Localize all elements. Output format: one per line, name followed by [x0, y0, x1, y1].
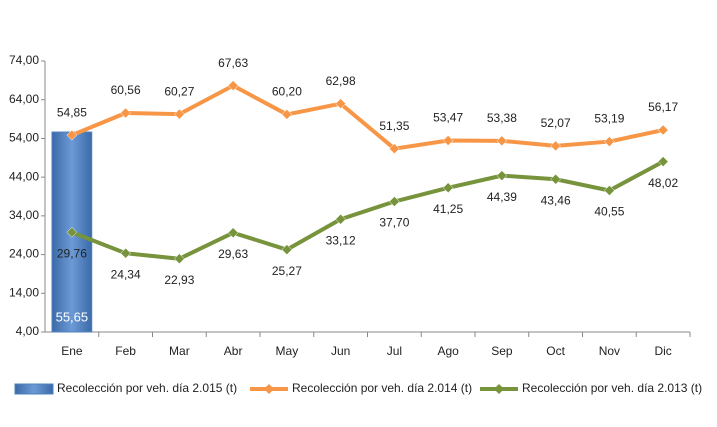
x-tick-label: Nov: [599, 344, 620, 358]
marker: [120, 247, 131, 259]
marker: [281, 244, 293, 256]
marker: [281, 109, 293, 120]
marker: [174, 108, 185, 120]
x-tick-label: Ago: [437, 344, 459, 358]
marker: [120, 107, 131, 119]
marker: [550, 140, 561, 152]
marker: [227, 227, 239, 239]
legend-marker: [494, 384, 504, 394]
x-tick-label: Ene: [61, 344, 83, 358]
y-tick-label: 4,00: [16, 324, 40, 338]
legend-label: Recolección por veh. día 2.015 (t): [57, 381, 237, 395]
marker: [174, 253, 185, 265]
x-tick-label: Mar: [169, 344, 190, 358]
x-tick-label: Feb: [115, 344, 136, 358]
legend-marker: [264, 384, 274, 394]
marker: [657, 124, 669, 136]
line: [71, 83, 664, 151]
y-tick-label: 44,00: [9, 169, 39, 183]
x-tick-label: Sep: [491, 344, 513, 358]
data-label: 29,76: [57, 246, 87, 260]
data-label: 29,63: [218, 247, 248, 261]
legend-swatch: [14, 383, 54, 395]
y-tick-label: 34,00: [9, 208, 39, 222]
data-label: 60,27: [164, 84, 194, 98]
x-tick-label: Jul: [387, 344, 402, 358]
data-label: 54,85: [57, 105, 87, 119]
data-label: 25,27: [272, 264, 302, 278]
data-label: 37,70: [379, 216, 409, 230]
marker: [389, 143, 400, 155]
data-label: 56,17: [648, 100, 678, 114]
marker: [66, 129, 78, 141]
y-tick-label: 24,00: [9, 247, 39, 261]
data-label: 43,46: [541, 193, 571, 207]
marker: [550, 173, 561, 185]
marker: [496, 135, 508, 147]
bar-label: 55,65: [56, 309, 89, 324]
marker: [442, 135, 454, 146]
data-label: 53,38: [487, 111, 517, 125]
data-label: 67,63: [218, 56, 248, 70]
legend-label: Recolección por veh. día 2.014 (t): [292, 381, 472, 395]
data-label: 33,12: [326, 233, 356, 247]
data-label: 53,19: [594, 112, 624, 126]
data-label: 53,47: [433, 111, 463, 125]
x-tick-label: Dic: [654, 344, 671, 358]
marker: [496, 170, 508, 181]
marker: [335, 98, 346, 110]
data-label: 51,35: [379, 119, 409, 133]
marker: [604, 185, 615, 196]
y-tick-label: 54,00: [9, 131, 39, 145]
data-label: 52,07: [541, 116, 571, 130]
data-label: 40,55: [594, 205, 624, 219]
y-tick-label: 64,00: [9, 92, 39, 106]
marker: [227, 80, 239, 92]
data-label: 44,39: [487, 190, 517, 204]
marker: [657, 156, 669, 167]
marker: [604, 136, 615, 147]
y-tick-label: 14,00: [9, 285, 39, 299]
x-tick-label: Jun: [331, 344, 350, 358]
x-tick-label: May: [276, 344, 299, 358]
x-tick-label: Oct: [546, 344, 565, 358]
data-label: 41,25: [433, 202, 463, 216]
marker: [442, 182, 454, 194]
data-label: 62,98: [326, 74, 356, 88]
marker: [389, 196, 400, 207]
line: [71, 159, 665, 261]
data-label: 60,56: [111, 83, 141, 97]
legend-label: Recolección por veh. día 2.013 (t): [522, 381, 702, 395]
marker: [66, 226, 78, 238]
data-label: 60,20: [272, 85, 302, 99]
marker: [335, 213, 346, 225]
data-label: 48,02: [648, 176, 678, 190]
data-label: 22,93: [164, 273, 194, 287]
data-label: 24,34: [111, 267, 141, 281]
x-tick-label: Abr: [224, 344, 243, 358]
y-tick-label: 74,00: [9, 53, 39, 67]
